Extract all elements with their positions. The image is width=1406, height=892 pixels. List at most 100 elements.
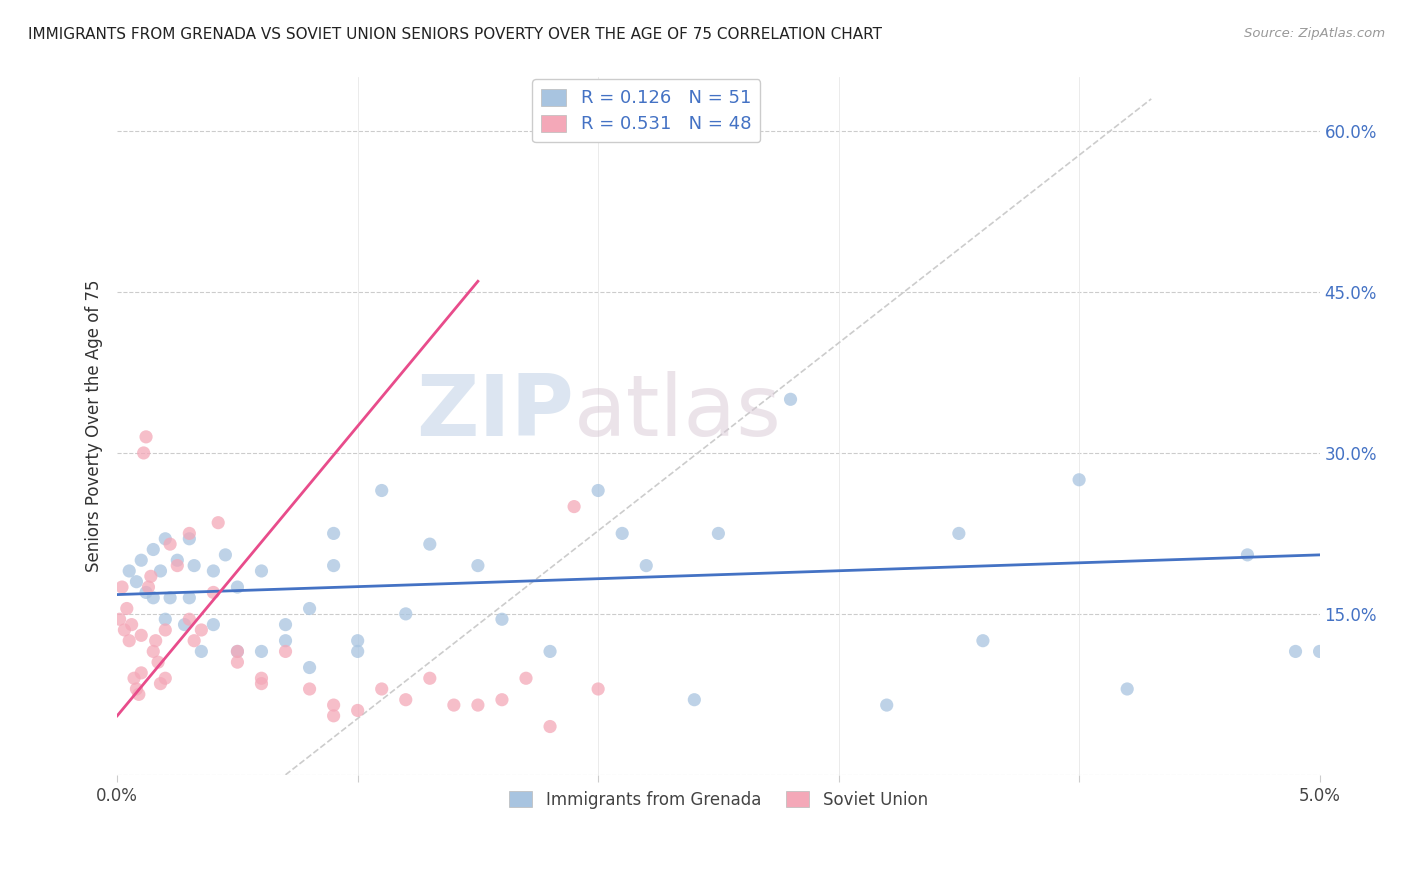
Point: [1309, 644, 1331, 658]
Point: [370, 681, 392, 696]
Point: [298, 601, 321, 615]
Point: [226, 644, 249, 658]
Point: [562, 500, 585, 514]
Point: [166, 558, 188, 573]
Point: [183, 633, 205, 648]
Point: [298, 660, 321, 674]
Point: [138, 580, 160, 594]
Point: [443, 698, 465, 712]
Point: [346, 703, 368, 717]
Point: [155, 532, 177, 546]
Point: [111, 580, 134, 594]
Point: [173, 617, 195, 632]
Point: [467, 698, 489, 712]
Point: [129, 553, 152, 567]
Point: [190, 644, 212, 658]
Point: [538, 644, 561, 658]
Point: [183, 558, 205, 573]
Point: [202, 617, 225, 632]
Point: [226, 655, 249, 669]
Point: [395, 607, 418, 621]
Point: [707, 526, 730, 541]
Text: atlas: atlas: [574, 371, 782, 454]
Point: [515, 671, 537, 685]
Point: [129, 665, 152, 680]
Point: [322, 526, 344, 541]
Point: [586, 681, 609, 696]
Point: [1284, 644, 1306, 658]
Point: [142, 591, 165, 605]
Point: [115, 601, 138, 615]
Point: [467, 558, 489, 573]
Point: [155, 671, 177, 685]
Point: [125, 681, 148, 696]
Point: [250, 564, 273, 578]
Point: [636, 558, 658, 573]
Point: [226, 644, 249, 658]
Point: [250, 676, 273, 690]
Point: [419, 671, 441, 685]
Point: [118, 633, 141, 648]
Point: [370, 483, 392, 498]
Y-axis label: Seniors Poverty Over the Age of 75: Seniors Poverty Over the Age of 75: [86, 280, 103, 573]
Point: [202, 564, 225, 578]
Point: [142, 644, 165, 658]
Text: ZIP: ZIP: [416, 371, 574, 454]
Point: [125, 574, 148, 589]
Point: [346, 633, 368, 648]
Point: [166, 553, 188, 567]
Point: [112, 623, 135, 637]
Point: [135, 585, 157, 599]
Point: [250, 644, 273, 658]
Point: [121, 617, 143, 632]
Point: [395, 692, 418, 706]
Point: [122, 671, 145, 685]
Point: [108, 612, 131, 626]
Point: [202, 585, 225, 599]
Point: [322, 708, 344, 723]
Point: [139, 569, 162, 583]
Point: [226, 580, 249, 594]
Point: [179, 532, 201, 546]
Point: [274, 617, 297, 632]
Point: [779, 392, 801, 407]
Point: [149, 676, 172, 690]
Point: [149, 564, 172, 578]
Point: [612, 526, 634, 541]
Point: [298, 681, 321, 696]
Point: [179, 612, 201, 626]
Point: [948, 526, 970, 541]
Point: [274, 633, 297, 648]
Point: [214, 548, 236, 562]
Point: [179, 591, 201, 605]
Point: [155, 612, 177, 626]
Point: [419, 537, 441, 551]
Point: [346, 644, 368, 658]
Point: [142, 542, 165, 557]
Point: [586, 483, 609, 498]
Point: [322, 698, 344, 712]
Text: Source: ZipAtlas.com: Source: ZipAtlas.com: [1244, 27, 1385, 40]
Point: [190, 623, 212, 637]
Point: [274, 644, 297, 658]
Point: [683, 692, 706, 706]
Point: [538, 720, 561, 734]
Point: [322, 558, 344, 573]
Point: [159, 591, 181, 605]
Point: [145, 633, 167, 648]
Point: [129, 628, 152, 642]
Point: [972, 633, 994, 648]
Point: [128, 687, 150, 701]
Point: [159, 537, 181, 551]
Point: [491, 612, 513, 626]
Point: [135, 430, 157, 444]
Point: [876, 698, 898, 712]
Point: [207, 516, 229, 530]
Point: [146, 655, 169, 669]
Point: [491, 692, 513, 706]
Point: [132, 446, 155, 460]
Point: [155, 623, 177, 637]
Point: [1067, 473, 1090, 487]
Legend: Immigrants from Grenada, Soviet Union: Immigrants from Grenada, Soviet Union: [502, 784, 935, 815]
Point: [1236, 548, 1258, 562]
